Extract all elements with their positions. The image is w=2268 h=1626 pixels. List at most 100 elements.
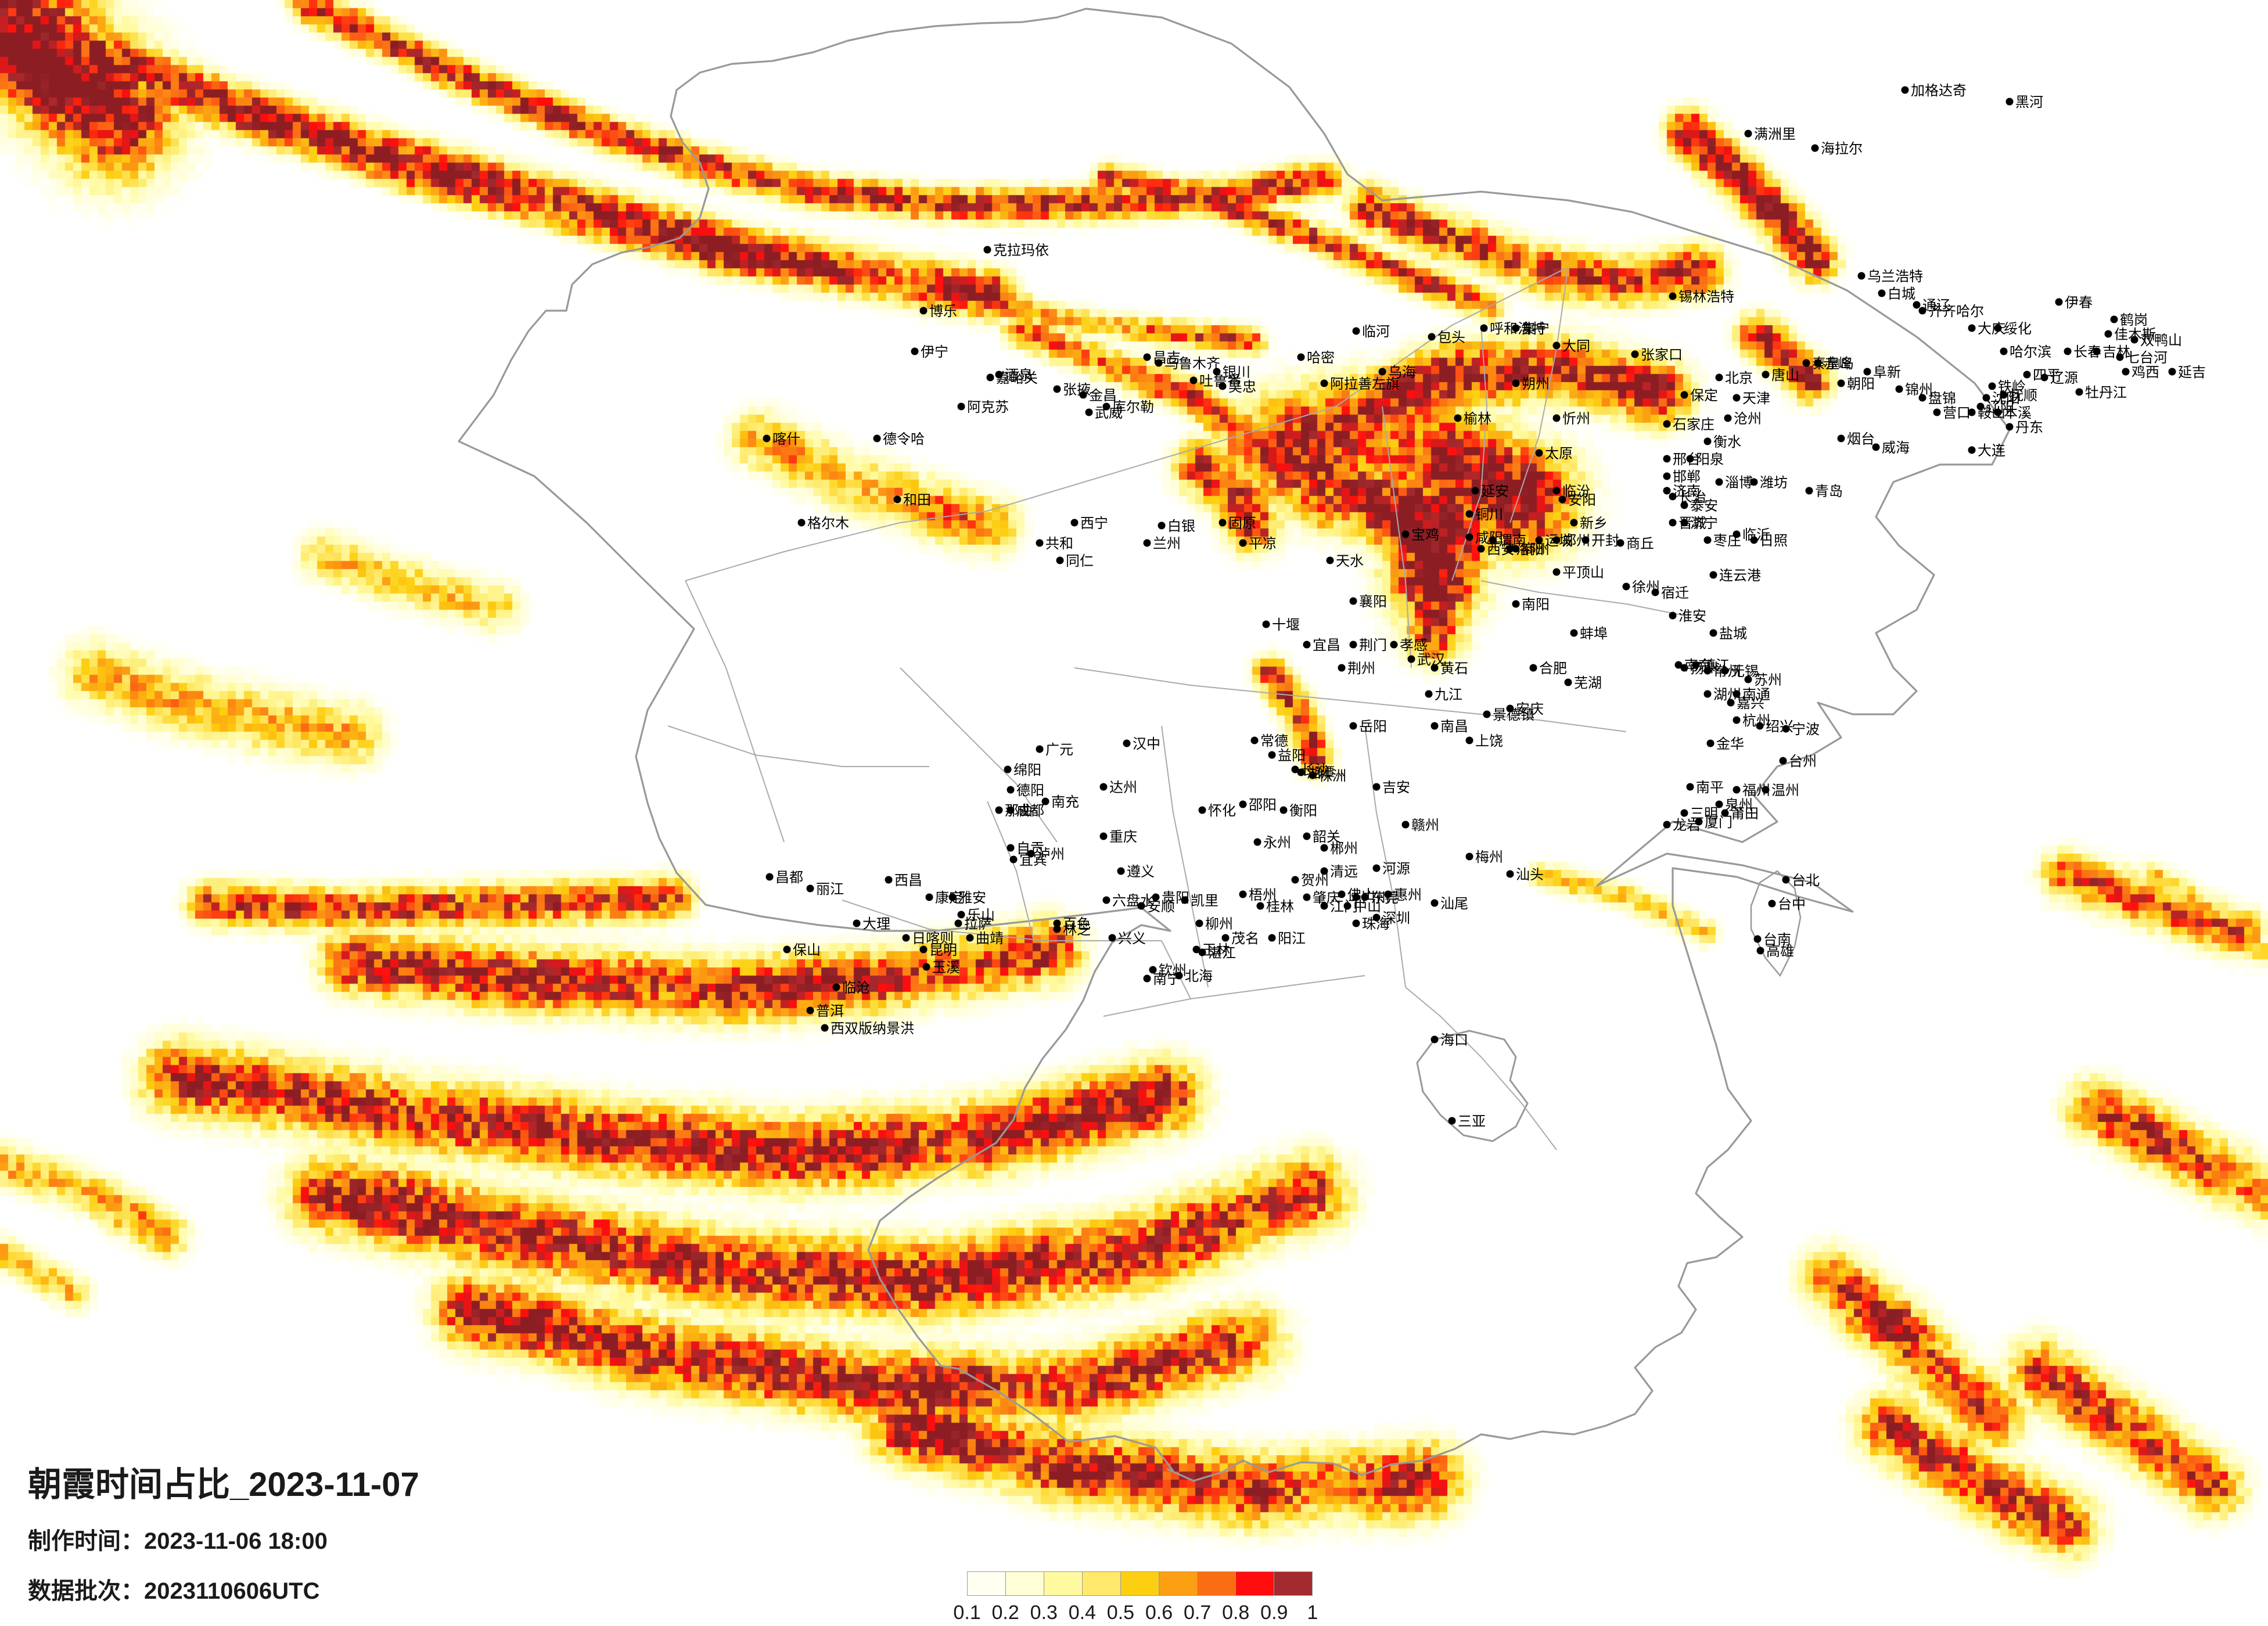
svg-text:邵阳: 邵阳 [1249,797,1277,813]
svg-text:福州: 福州 [1742,783,1770,798]
svg-text:固原: 固原 [1228,516,1256,531]
svg-text:那曲: 那曲 [1005,803,1033,819]
svg-text:宁波: 宁波 [1792,722,1820,738]
svg-text:伊宁: 伊宁 [921,344,948,360]
svg-text:荆门: 荆门 [1359,638,1387,653]
svg-text:辽阳: 辽阳 [1986,400,2014,415]
svg-text:延吉: 延吉 [2178,365,2206,380]
svg-text:和田: 和田 [903,492,931,508]
svg-text:雅安: 雅安 [958,890,986,906]
svg-text:日照: 日照 [1760,533,1788,549]
svg-text:安阳: 安阳 [1568,492,1596,508]
svg-text:永州: 永州 [1263,835,1291,851]
svg-text:台州: 台州 [1789,754,1817,769]
svg-text:乌鲁木齐: 乌鲁木齐 [1164,356,1220,372]
svg-text:临沧: 临沧 [842,980,870,996]
svg-text:南昌: 南昌 [1440,719,1468,735]
svg-text:兰州: 兰州 [1153,536,1181,552]
svg-text:蚌埠: 蚌埠 [1580,626,1608,642]
svg-text:大理: 大理 [862,916,890,932]
svg-text:益阳: 益阳 [1278,748,1306,764]
svg-text:潍坊: 潍坊 [1760,475,1788,491]
svg-text:铜川: 铜川 [1475,507,1503,523]
svg-text:临河: 临河 [1362,324,1390,340]
svg-text:普洱: 普洱 [816,1003,844,1019]
svg-text:惠州: 惠州 [1394,887,1422,903]
svg-text:曲靖: 曲靖 [976,931,1004,947]
svg-text:大同: 大同 [1562,339,1590,354]
svg-text:黑河: 黑河 [2015,95,2043,110]
svg-text:海口: 海口 [1440,1033,1468,1048]
svg-text:共和: 共和 [1045,536,1073,552]
svg-text:枣庄: 枣庄 [1713,533,1741,549]
svg-text:满洲里: 满洲里 [1754,127,1796,142]
svg-text:朔州: 朔州 [1522,376,1550,392]
svg-text:博乐: 博乐 [929,304,957,319]
svg-text:天水: 天水 [1336,553,1364,569]
svg-text:绥化: 绥化 [2004,321,2032,337]
svg-text:泰安: 泰安 [1690,498,1718,514]
svg-text:唐山: 唐山 [1771,368,1799,383]
svg-text:白银: 白银 [1167,519,1195,534]
svg-text:芜湖: 芜湖 [1574,675,1602,691]
svg-text:六盘水: 六盘水 [1112,893,1154,909]
svg-text:德阳: 德阳 [1016,783,1044,798]
svg-text:玉溪: 玉溪 [932,960,960,976]
svg-text:天津: 天津 [1742,391,1770,406]
svg-text:徐州: 徐州 [1632,580,1660,595]
svg-text:双鸭山: 双鸭山 [2140,333,2182,348]
svg-text:同仁: 同仁 [1066,553,1094,569]
svg-text:贺州: 贺州 [1301,873,1329,888]
svg-text:景德镇: 景德镇 [1493,707,1534,723]
svg-text:汕头: 汕头 [1516,867,1544,883]
svg-text:平顶山: 平顶山 [1562,565,1604,581]
svg-text:保山: 保山 [793,942,821,958]
svg-text:石家庄: 石家庄 [1673,417,1715,433]
svg-text:邯郸: 邯郸 [1673,469,1701,485]
svg-text:集宁: 集宁 [1522,321,1550,337]
svg-text:武威: 武威 [1095,405,1123,421]
svg-text:榆林: 榆林 [1464,411,1491,427]
svg-text:梧州: 梧州 [1249,887,1277,903]
svg-text:兴义: 兴义 [1118,931,1146,947]
svg-text:阳江: 阳江 [1278,931,1306,947]
svg-text:平凉: 平凉 [1249,536,1277,552]
svg-text:加格达奇: 加格达奇 [1911,83,1967,99]
svg-text:鸡西: 鸡西 [2132,365,2159,380]
svg-text:宜昌: 宜昌 [1313,638,1340,653]
svg-text:上饶: 上饶 [1475,733,1503,749]
svg-text:玉林: 玉林 [1202,942,1230,958]
svg-text:铁岭: 铁岭 [1998,379,2026,395]
svg-text:河源: 河源 [1382,861,1410,877]
svg-text:三亚: 三亚 [1458,1114,1486,1129]
svg-text:哈尔滨: 哈尔滨 [2010,344,2051,360]
svg-text:百色: 百色 [1063,916,1091,932]
svg-text:淄博: 淄博 [1725,475,1753,491]
svg-text:黄石: 黄石 [1440,661,1468,677]
svg-text:阿克苏: 阿克苏 [967,400,1009,415]
svg-text:清远: 清远 [1330,864,1358,880]
svg-text:克拉玛依: 克拉玛依 [993,243,1049,258]
svg-text:齐齐哈尔: 齐齐哈尔 [1928,304,1984,319]
svg-text:合肥: 合肥 [1539,661,1567,677]
svg-text:台中: 台中 [1778,897,1806,912]
svg-text:长春: 长春 [2073,344,2101,360]
svg-text:辽源: 辽源 [2050,370,2078,386]
svg-text:龙岩: 龙岩 [1673,818,1701,833]
svg-text:十堰: 十堰 [1272,617,1300,633]
svg-text:凯里: 凯里 [1191,893,1219,909]
svg-text:赣州: 赣州 [1411,818,1439,833]
svg-text:台北: 台北 [1792,873,1820,888]
svg-text:淮安: 淮安 [1678,609,1706,624]
svg-text:济宁: 济宁 [1690,516,1718,531]
svg-text:丹东: 丹东 [2015,420,2043,436]
svg-text:阿拉善左旗: 阿拉善左旗 [1330,376,1400,392]
svg-text:汕尾: 汕尾 [1440,896,1468,912]
svg-text:遵义: 遵义 [1127,864,1155,880]
svg-text:喀什: 喀什 [772,431,800,447]
svg-text:忻州: 忻州 [1562,411,1590,427]
svg-text:白城: 白城 [1888,286,1915,302]
svg-text:北海: 北海 [1185,969,1213,984]
svg-text:格尔木: 格尔木 [807,516,849,531]
svg-text:吉安: 吉安 [1382,780,1410,796]
